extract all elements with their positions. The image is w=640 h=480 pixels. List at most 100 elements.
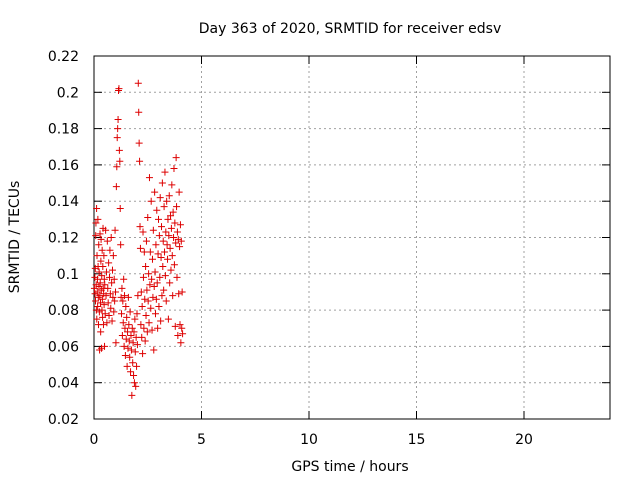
- x-tick-label: 15: [408, 432, 426, 448]
- data-point: [117, 241, 125, 249]
- data-point: [174, 235, 182, 243]
- data-point: [115, 85, 123, 93]
- data-point: [153, 279, 161, 287]
- data-point: [143, 286, 151, 294]
- data-point: [160, 203, 168, 211]
- data-point: [120, 275, 128, 283]
- data-point: [150, 346, 158, 354]
- data-point: [172, 154, 180, 162]
- data-point: [129, 359, 137, 367]
- data-point: [167, 266, 175, 274]
- data-point: [151, 268, 159, 276]
- data-point: [161, 272, 169, 280]
- data-point: [95, 283, 103, 291]
- data-point: [167, 224, 175, 232]
- data-point: [155, 215, 162, 223]
- data-point: [103, 319, 111, 327]
- data-point: [108, 279, 116, 287]
- data-point: [96, 299, 104, 307]
- data-point: [105, 273, 113, 281]
- data-point: [93, 315, 101, 323]
- data-point: [142, 263, 150, 271]
- data-point: [105, 259, 113, 267]
- data-point: [90, 284, 98, 292]
- data-point: [164, 215, 172, 223]
- data-point: [95, 268, 103, 276]
- data-point: [163, 241, 171, 249]
- data-point: [147, 197, 155, 205]
- data-point: [115, 146, 123, 154]
- data-point: [124, 344, 132, 352]
- data-point: [146, 281, 154, 289]
- data-point: [169, 208, 177, 216]
- data-point: [147, 304, 155, 312]
- data-point: [96, 279, 104, 287]
- data-point: [101, 310, 109, 318]
- x-tick-label: 20: [515, 432, 533, 448]
- data-point: [126, 308, 134, 316]
- data-point: [164, 315, 172, 323]
- data-point: [179, 330, 187, 338]
- data-point: [140, 248, 148, 256]
- data-point: [136, 244, 144, 252]
- data-point: [92, 219, 100, 227]
- y-tick-label: 0.04: [48, 376, 79, 392]
- data-point: [145, 270, 153, 278]
- data-point: [112, 339, 120, 347]
- data-point: [170, 234, 178, 241]
- data-point: [145, 174, 153, 182]
- y-tick-label: 0.02: [48, 412, 79, 428]
- data-point: [119, 297, 127, 305]
- data-point: [136, 223, 144, 231]
- data-point: [129, 339, 137, 347]
- y-tick-label: 0.16: [48, 158, 79, 174]
- data-point: [102, 226, 110, 234]
- data-point: [125, 337, 133, 345]
- data-point: [168, 181, 176, 189]
- data-point: [122, 302, 130, 310]
- plot-frame: [93, 55, 611, 420]
- data-point: [120, 342, 128, 350]
- data-point: [171, 322, 179, 330]
- data-point: [136, 157, 144, 165]
- y-tick-label: 0.14: [48, 194, 79, 210]
- data-point: [123, 362, 131, 370]
- data-point: [139, 228, 147, 236]
- data-point: [173, 228, 181, 236]
- data-point: [106, 290, 114, 298]
- data-point: [121, 324, 129, 332]
- data-point: [92, 297, 100, 305]
- data-point: [173, 273, 181, 281]
- data-point: [140, 324, 148, 332]
- x-tick-label: 10: [300, 432, 318, 448]
- data-point: [105, 312, 113, 320]
- y-axis-label: SRMTID / TECUs: [7, 181, 23, 294]
- data-point: [162, 228, 170, 236]
- data-point: [109, 293, 117, 301]
- data-point: [165, 232, 173, 240]
- data-point: [166, 279, 174, 287]
- y-tick-label: 0.1: [57, 267, 79, 283]
- data-point: [171, 219, 179, 227]
- data-point: [144, 214, 152, 222]
- data-point: [155, 232, 163, 240]
- data-point: [154, 324, 162, 332]
- data-point: [167, 212, 175, 220]
- data-point: [139, 273, 147, 281]
- data-point: [110, 308, 118, 316]
- x-axis-label: GPS time / hours: [291, 459, 408, 475]
- data-point: [121, 292, 129, 300]
- data-point: [93, 288, 101, 296]
- data-point: [152, 295, 160, 303]
- data-point: [177, 237, 185, 245]
- data-point: [175, 188, 183, 196]
- data-point: [109, 252, 117, 260]
- data-point: [151, 188, 159, 196]
- y-tick-label: 0.22: [48, 49, 79, 65]
- data-point: [93, 252, 101, 260]
- data-point: [148, 255, 156, 263]
- data-point: [97, 257, 105, 265]
- data-point: [130, 371, 138, 379]
- data-point: [127, 332, 135, 340]
- data-point: [157, 253, 165, 261]
